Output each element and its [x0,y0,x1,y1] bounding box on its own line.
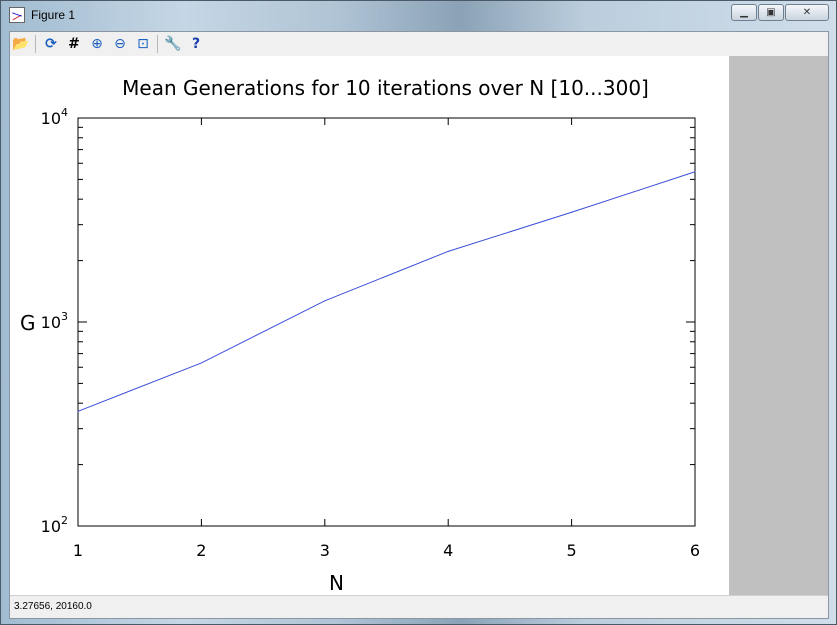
help-button[interactable]: ? [187,35,205,53]
title-bar[interactable]: Figure 1 ▁ ▣ ✕ [1,1,836,29]
zoom-in-icon: ⊕ [91,36,103,52]
cursor-coordinates: 3.27656, 20160.0 [14,601,92,612]
maximize-icon: ▣ [766,7,776,18]
grid-icon: # [68,36,80,52]
chart-title: Mean Generations for 10 iterations over … [122,76,649,100]
close-button[interactable]: ✕ [785,4,829,21]
minimize-icon: ▁ [740,7,748,18]
figure-margin [729,56,828,595]
grid-button[interactable]: # [65,35,83,53]
figure-canvas[interactable] [10,56,729,595]
zoom-fit-icon: ⊡ [137,36,149,52]
close-icon: ✕ [802,7,812,18]
settings-button[interactable]: 🔧 [164,35,182,53]
status-bar: 3.27656, 20160.0 [10,595,828,618]
refresh-button[interactable]: ⟳ [42,35,60,53]
zoom-out-icon: ⊖ [114,36,126,52]
open-button[interactable]: 📂 [12,35,30,53]
client-area: 📂 ⟳ # ⊕ ⊖ ⊡ 🔧 ? [9,31,829,619]
window-title: Figure 1 [31,8,76,22]
settings-icon: 🔧 [164,36,182,52]
open-icon: 📂 [12,36,30,52]
maximize-button[interactable]: ▣ [758,4,784,21]
zoom-out-button[interactable]: ⊖ [111,35,129,53]
toolbar: 📂 ⟳ # ⊕ ⊖ ⊡ 🔧 ? [10,32,828,56]
minimize-button[interactable]: ▁ [731,4,757,21]
toolbar-separator [35,35,36,53]
toolbar-separator [157,35,158,53]
help-icon: ? [191,36,201,52]
zoom-fit-button[interactable]: ⊡ [134,35,152,53]
refresh-icon: ⟳ [45,36,57,52]
zoom-in-button[interactable]: ⊕ [88,35,106,53]
figure-app-icon [9,7,25,23]
